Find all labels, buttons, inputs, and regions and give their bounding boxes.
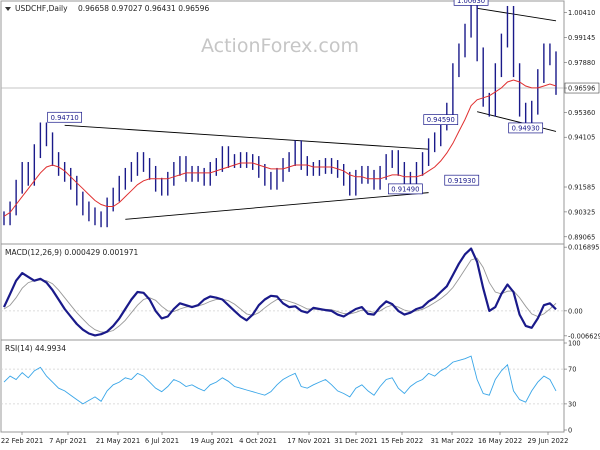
time-axis: 22 Feb 2021 7 Apr 2021 21 May 2021 6 Jul 20… [1, 432, 569, 445]
rsi-layer [3, 355, 557, 405]
price-tick-label: 0.94105 [568, 134, 595, 142]
rsi-panel-frame [0, 339, 565, 433]
macd-tick-label: 0.00 [568, 307, 583, 315]
time-tick-label: 19 Aug 2021 [190, 437, 234, 445]
macd-axis: 0.016895 0.00 -0.006629 [564, 244, 600, 340]
time-tick-label: 4 Oct 2021 [239, 437, 277, 445]
rsi-tick-label: 100 [568, 340, 581, 348]
price-tick-label: 0.95360 [568, 109, 595, 117]
time-tick-label: 16 May 2022 [478, 437, 522, 445]
symbol-label: USDCHF,Daily [15, 4, 68, 13]
time-tick-label: 15 Feb 2022 [381, 437, 423, 445]
ohlc-label: 0.96658 0.97027 0.96431 0.96596 [78, 4, 209, 13]
chart-header: USDCHF,Daily 0.96658 0.97027 0.96431 0.9… [5, 4, 209, 13]
time-tick-label: 22 Feb 2021 [1, 437, 43, 445]
rsi-axis: 100 70 30 0 [564, 340, 581, 435]
rsi-title: RSI(14) 44.9934 [5, 344, 66, 353]
svg-text:0.91930: 0.91930 [448, 177, 476, 185]
rsi-tick-label: 30 [568, 400, 576, 408]
macd-title: MACD(12,26,9) 0.000429 0.001971 [5, 248, 139, 257]
price-annotation: 0.94590 [423, 114, 459, 125]
annotation-layer: 0.94710 0.91490 0.91930 0.94590 1.00630 0.949… [47, 0, 544, 195]
price-tick-label: 0.97880 [568, 59, 595, 67]
svg-text:0.94930: 0.94930 [512, 125, 540, 133]
price-tick-label: 0.89065 [568, 233, 595, 241]
svg-text:0.91490: 0.91490 [391, 185, 419, 193]
time-tick-label: 17 Nov 2021 [287, 437, 331, 445]
moving-average-layer [3, 79, 557, 217]
price-axis: 1.00410 0.99145 0.97880 0.96596 0.95360 0.941… [564, 9, 600, 241]
price-tick-label: 0.91585 [568, 184, 595, 192]
time-tick-label: 29 Jun 2022 [528, 437, 569, 445]
time-tick-label: 31 Mar 2022 [430, 437, 473, 445]
time-tick-label: 21 May 2021 [96, 437, 140, 445]
time-tick-label: 7 Apr 2021 [49, 437, 87, 445]
price-tick-label: 0.96596 [568, 85, 595, 93]
trendline [125, 192, 429, 220]
price-annotation: 0.91930 [444, 174, 480, 186]
price-tick-label: 0.99145 [568, 34, 595, 42]
svg-text:0.94590: 0.94590 [427, 116, 455, 124]
time-tick-label: 31 Dec 2021 [334, 437, 377, 445]
price-annotation: 0.94710 [47, 111, 83, 123]
rsi-tick-label: 70 [568, 366, 576, 374]
price-annotation: 1.00630 [453, 0, 489, 6]
price-tick-label: 1.00410 [568, 9, 595, 17]
rsi-line [3, 355, 557, 405]
price-annotation: 0.94930 [508, 122, 544, 134]
svg-text:0.94710: 0.94710 [51, 114, 79, 122]
macd-tick-label: 0.016895 [568, 244, 599, 252]
time-tick-label: 6 Jul 2021 [145, 437, 179, 445]
grid-layer [1, 87, 564, 405]
collapse-triangle-icon[interactable] [5, 7, 11, 11]
macd-layer [3, 247, 557, 337]
macd-line [3, 247, 557, 337]
moving-average-line [3, 79, 557, 217]
rsi-tick-label: 0 [568, 427, 572, 435]
price-annotation: 0.91490 [388, 183, 423, 195]
price-tick-label: 0.90325 [568, 208, 595, 216]
trendline [64, 124, 429, 150]
watermark: ActionForex.com [201, 35, 359, 57]
trendline [477, 7, 557, 22]
price-layer [3, 2, 557, 228]
macd-tick-label: -0.006629 [568, 332, 600, 340]
svg-text:1.00630: 1.00630 [457, 0, 485, 5]
